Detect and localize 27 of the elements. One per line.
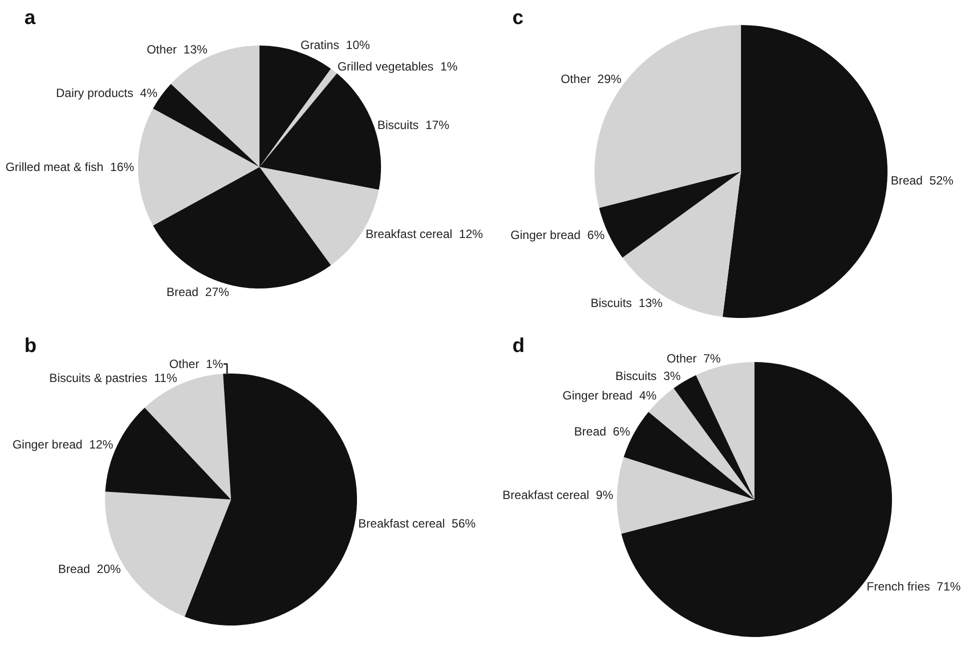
slice-label: Bread 6% xyxy=(574,424,631,439)
slice-label: Other 7% xyxy=(666,352,722,366)
slice-label: Bread 27% xyxy=(166,285,230,300)
slice-label: Grilled vegetables 1% xyxy=(337,60,458,74)
slice-label: French fries 71% xyxy=(866,579,962,594)
slice-label: Bread 52% xyxy=(890,174,954,188)
slice-label: Other 29% xyxy=(560,72,622,86)
chart-title: c xyxy=(512,6,524,29)
slice-label: Biscuits 13% xyxy=(590,296,663,310)
slice-label: Gratins 10% xyxy=(300,38,370,52)
chart-title: d xyxy=(512,334,525,357)
slice-label: Dairy products 4% xyxy=(56,86,158,100)
slice-label: Bread 20% xyxy=(58,562,122,576)
slice-label: Biscuits & pastries 11% xyxy=(49,370,178,385)
slice-label: Grilled meat & fish 16% xyxy=(5,160,134,174)
slice-label: Biscuits 3% xyxy=(615,368,682,383)
slice-label: Breakfast cereal 9% xyxy=(502,488,614,502)
slice-label: Breakfast cereal 56% xyxy=(358,516,476,530)
slice-label: Ginger bread 6% xyxy=(510,228,605,242)
slice-label: Ginger bread 4% xyxy=(562,388,657,403)
chart-title: b xyxy=(24,334,37,357)
slice-label: Biscuits 17% xyxy=(377,118,450,132)
chart-title: a xyxy=(24,6,36,29)
slice-label: Other 13% xyxy=(146,42,208,57)
slice-label: Breakfast cereal 12% xyxy=(366,227,484,242)
slice-label: Other 1% xyxy=(169,356,224,371)
slice-label: Ginger bread 12% xyxy=(12,438,114,452)
